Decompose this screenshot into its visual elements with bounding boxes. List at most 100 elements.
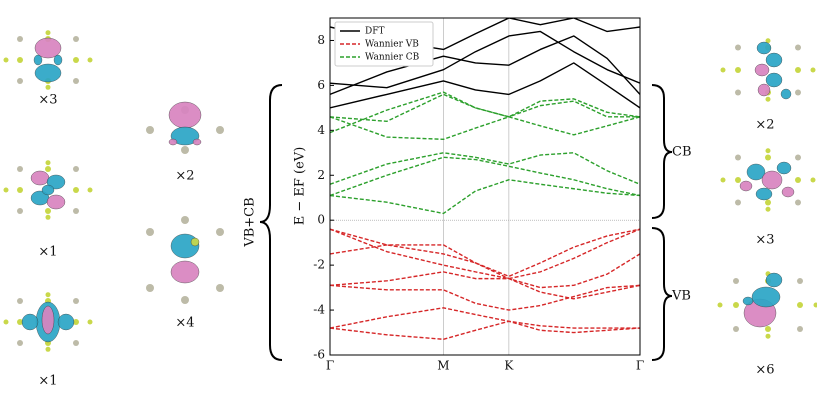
orbital-lobe [170, 126, 200, 146]
atom [765, 154, 771, 161]
plot-frame [329, 17, 641, 356]
x-tick-label: M [437, 359, 449, 373]
atom [181, 146, 189, 154]
y-tick-label: 4 [317, 123, 325, 137]
atom [765, 206, 771, 212]
band-line [330, 179, 640, 215]
orbital-lobe [757, 83, 771, 97]
multiplicity: ×3 [755, 233, 774, 248]
orbital-lobe [168, 101, 202, 129]
atom [733, 278, 739, 284]
atom [17, 208, 23, 214]
atom [45, 84, 51, 90]
atom [3, 57, 9, 63]
band-line [330, 91, 640, 134]
orbital-lobe [34, 37, 62, 59]
atom [813, 302, 817, 308]
atom [73, 340, 79, 346]
orbital-lobe [30, 170, 50, 186]
orbital-lobe [192, 138, 202, 146]
orbital-lobe [57, 313, 75, 331]
atom [45, 160, 51, 166]
atom [733, 326, 739, 332]
orbital-lobe [754, 63, 770, 77]
orbital-lobe [168, 138, 178, 146]
multiplicity: ×2 [755, 118, 774, 133]
atom [765, 199, 771, 206]
atom [45, 30, 51, 36]
y-tick-label: -2 [313, 258, 325, 272]
atom [45, 208, 51, 214]
orbital-lobe [33, 54, 43, 66]
atom [146, 126, 154, 134]
orbital-lobe [742, 296, 754, 306]
legend-label: Wannier CB [365, 53, 420, 63]
atom [735, 177, 741, 183]
atom [73, 187, 79, 193]
atom [146, 228, 154, 236]
multiplicity: ×1 [38, 374, 57, 389]
orbital-lobe [739, 180, 753, 192]
band-line [330, 30, 640, 89]
atom [181, 296, 189, 304]
multiplicity: ×3 [38, 93, 57, 108]
atom [45, 346, 51, 352]
atom [3, 187, 9, 193]
atom [216, 228, 224, 236]
x-tick-label: Γ [636, 359, 644, 373]
atom [17, 187, 23, 193]
atom [810, 177, 816, 183]
atom [795, 199, 801, 206]
atom [795, 44, 801, 51]
atom [87, 319, 93, 325]
band-line [330, 284, 640, 311]
multiplicity: ×2 [175, 169, 194, 184]
y-tick-label: 0 [317, 213, 325, 227]
band-line [330, 62, 640, 109]
orbital-lobe [765, 272, 783, 288]
atom [73, 319, 79, 325]
legend-label: DFT [365, 27, 384, 37]
atom [45, 214, 51, 220]
y-tick-label: 2 [317, 168, 325, 182]
atom [735, 154, 741, 161]
band-line [330, 156, 640, 197]
atom [73, 78, 79, 84]
y-tick-label: -4 [313, 303, 325, 317]
atom [795, 154, 801, 161]
atom [765, 333, 771, 339]
multiplicity: ×6 [755, 363, 774, 378]
atom [87, 57, 93, 63]
brace [651, 84, 673, 219]
multiplicity: ×4 [175, 316, 194, 331]
orbital-lobe [781, 186, 795, 198]
orbital-lobe [761, 170, 783, 190]
band-line [330, 35, 640, 96]
atom [17, 319, 23, 325]
atom [73, 208, 79, 214]
atom [795, 67, 801, 73]
atom [797, 326, 803, 332]
legend-box [334, 21, 434, 67]
atom [17, 166, 23, 172]
orbital-lobe [34, 63, 62, 83]
orbital-lobe [776, 161, 792, 175]
orbital-lobe [756, 41, 772, 55]
atom [216, 284, 224, 292]
atom [181, 216, 189, 224]
atom [795, 177, 801, 183]
orbital-lobe [746, 163, 766, 181]
atom [735, 67, 741, 73]
orbital-lobe [46, 194, 66, 210]
atom [45, 292, 51, 298]
brace [651, 227, 673, 361]
brace [259, 84, 283, 361]
atom [795, 89, 801, 96]
orbital-lobe [780, 88, 792, 100]
band-line [330, 271, 640, 300]
orbital-lobe [170, 260, 200, 284]
atom [720, 177, 726, 183]
orbital-lobe [765, 52, 783, 68]
atom [73, 166, 79, 172]
orbital-lobe [190, 237, 200, 247]
